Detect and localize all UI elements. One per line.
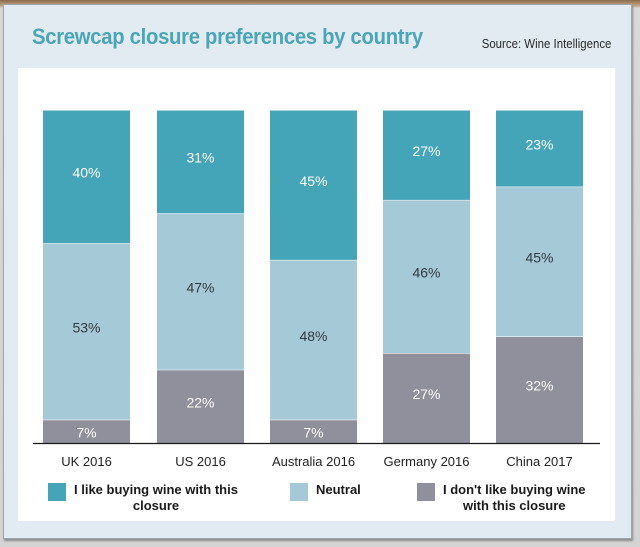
category-label: China 2017 [506,454,573,469]
chart-title: Screwcap closure preferences by country [32,24,423,49]
bar-segment-like [157,110,244,214]
legend-item-neutral: Neutral [290,482,361,501]
bar-segment-neutral [43,243,130,420]
category-label: US 2016 [175,454,226,469]
category-label: Germany 2016 [384,454,470,469]
legend-label-like: I like buying wine with this closure [74,482,238,513]
legend-swatch-dislike [417,483,435,501]
chart-source: Source: Wine Intelligence [481,36,611,51]
category-label: UK 2016 [61,454,112,469]
bar-segment-neutral [383,199,470,354]
value-label-neutral: 45% [525,250,553,266]
value-label-like: 40% [72,165,100,181]
value-label-dislike: 22% [186,394,214,410]
value-label-like: 45% [299,173,327,189]
value-label-neutral: 47% [186,279,214,295]
legend-label-neutral: Neutral [316,482,361,497]
bar-segment-like [43,110,130,244]
value-label-dislike: 7% [303,424,323,440]
legend-item-dislike: I don't like buying wine with this closur… [417,482,586,514]
legend-swatch-neutral [290,483,308,501]
value-label-neutral: 53% [72,319,100,335]
bar-segment-dislike [383,353,470,443]
legend-label-dislike: I don't like buying wine with this closur… [443,482,586,513]
bar-segment-dislike [43,419,130,443]
bar-segment-dislike [496,336,583,443]
value-label-dislike: 32% [525,378,553,394]
category-label: Australia 2016 [272,454,355,469]
bar-segment-dislike [270,419,357,443]
value-label-dislike: 27% [412,386,440,402]
bar-segment-like [383,110,470,200]
value-label-like: 27% [412,143,440,159]
chart-legend: I like buying wine with this closure Neut… [0,482,640,522]
legend-swatch-like [48,483,66,501]
bar-segment-like [496,110,583,187]
value-label-dislike: 7% [76,424,96,440]
bar-segment-like [270,110,357,260]
bar-segment-neutral [270,259,357,420]
value-label-like: 31% [186,150,214,166]
bar-segment-neutral [157,213,244,370]
value-label-neutral: 46% [412,265,440,281]
bar-segment-dislike [157,369,244,443]
value-label-like: 23% [525,136,553,152]
legend-item-like: I like buying wine with this closure [48,482,238,514]
value-label-neutral: 48% [299,328,327,344]
bar-segment-neutral [496,186,583,337]
